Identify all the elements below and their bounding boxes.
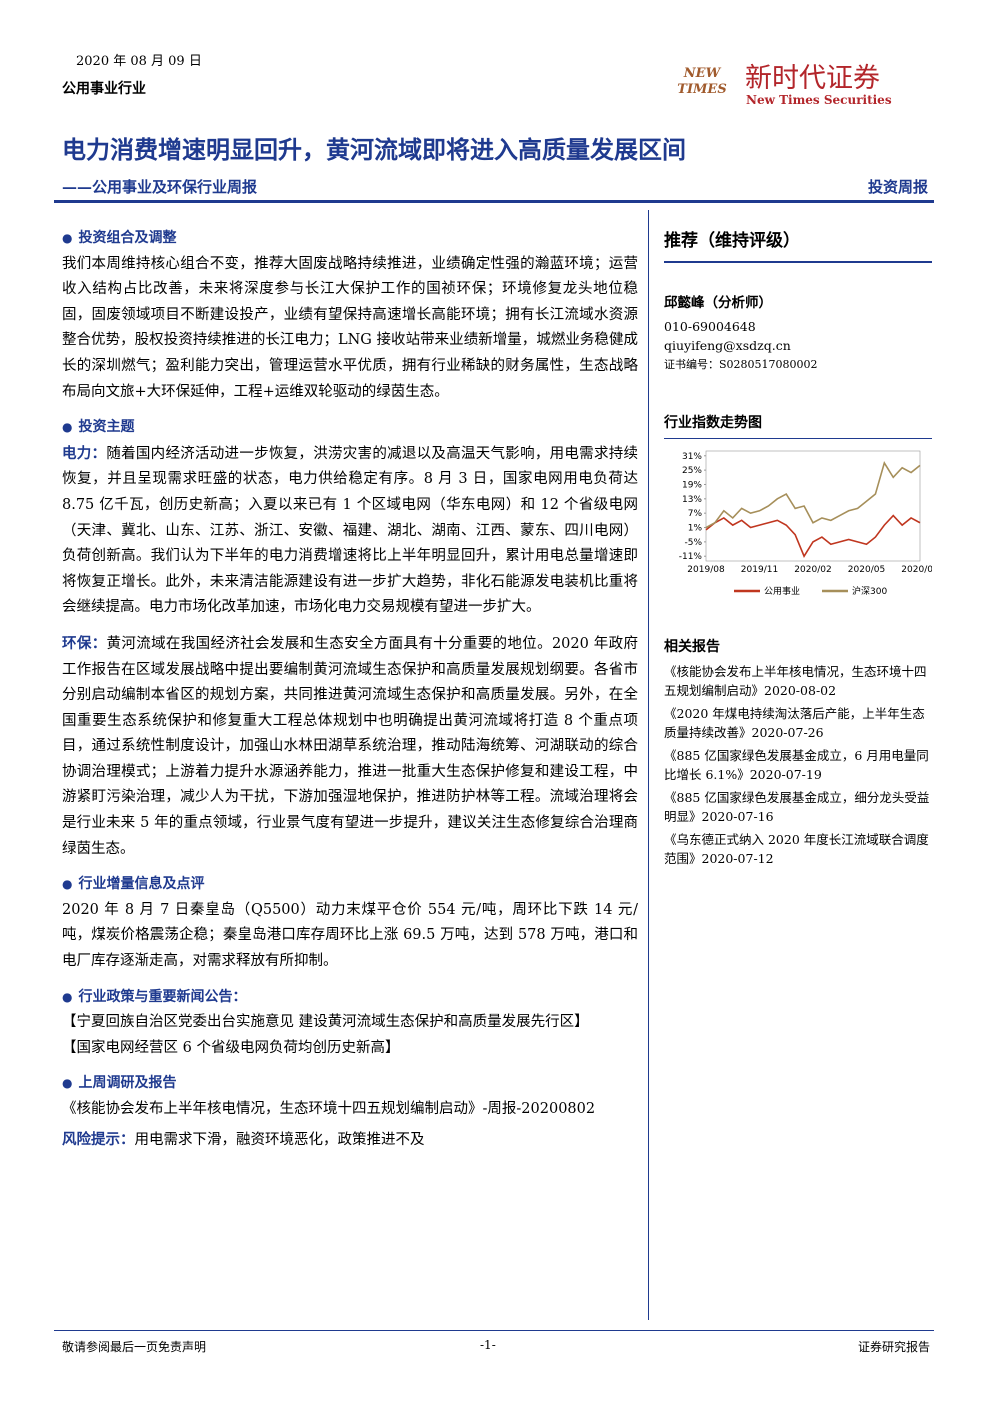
paragraph: 【国家电网经营区 6 个省级电网负荷均创历史新高】	[62, 1036, 638, 1062]
plot-frame	[705, 450, 921, 562]
x-tick-label: 2020/02	[794, 565, 831, 575]
spacer	[62, 862, 638, 872]
paragraph-lead: 电力：	[62, 444, 107, 462]
paragraph: 环保：黄河流域在我国经济社会发展和生态安全方面具有十分重要的地位。2020 年政…	[62, 631, 638, 862]
section-heading: 行业增量信息及点评	[62, 872, 638, 898]
y-tick-label: 25%	[682, 466, 702, 476]
paragraph-text: 《核能协会发布上半年核电情况，生态环境十四五规划编制启动》-周报-2020080…	[62, 1101, 596, 1117]
paragraph: 2020 年 8 月 7 日秦皇岛（Q5500）动力末煤平仓价 554 元/吨，…	[62, 898, 638, 975]
related-heading: 相关报告	[664, 639, 720, 655]
header-rule	[54, 200, 934, 203]
related-list: 《核能协会发布上半年核电情况，生态环境十四五规划编制启动》2020-08-02 《…	[664, 662, 932, 868]
related-item: 《885 亿国家绿色发展基金成立，细分龙头受益明显》2020-07-16	[664, 790, 930, 824]
email: qiuyifeng@xsdzq.cn	[664, 338, 791, 353]
x-tick-label: 2019/08	[687, 565, 725, 575]
paragraph-text: 2020 年 8 月 7 日秦皇岛（Q5500）动力末煤平仓价 554 元/吨，…	[62, 901, 638, 970]
column-rule	[648, 210, 649, 1320]
footer-rule	[54, 1330, 934, 1331]
rating: 推荐（维持评级）	[664, 231, 800, 251]
paragraph-text: 【国家电网经营区 6 个省级电网负荷均创历史新高】	[62, 1039, 400, 1056]
related-item: 《885 亿国家绿色发展基金成立，6 月用电量同比增长 6.1%》2020-07…	[664, 748, 929, 782]
industry: 公用事业行业	[62, 81, 146, 97]
section-heading: 投资组合及调整	[62, 226, 638, 252]
paragraph: 《核能协会发布上半年核电情况，生态环境十四五规划编制启动》-周报-2020080…	[62, 1097, 638, 1123]
spacer	[62, 621, 638, 631]
footer-left: 敬请参阅最后一页免责声明	[62, 1340, 207, 1354]
analyst: 邱懿峰（分析师）	[664, 295, 772, 311]
rating-rule	[664, 261, 932, 263]
footer-right: 证券研究报告	[857, 1340, 930, 1354]
series-line	[705, 514, 921, 558]
risk: 风险提示：用电需求下滑，融资环境恶化，政策推进不及	[62, 1127, 638, 1154]
title: 电力消费增速明显回升，黄河流域即将进入高质量发展区间	[62, 136, 686, 164]
y-tick-label: -11%	[679, 552, 703, 562]
spacer	[62, 1061, 638, 1071]
report-type: 投资周报	[867, 178, 928, 196]
legend-label: 公用事业	[764, 585, 800, 597]
related-item: 《核能协会发布上半年核电情况，生态环境十四五规划编制启动》2020-08-02	[664, 664, 927, 698]
x-tick-label: 2019/11	[741, 565, 778, 575]
logo-en: New Times Securities	[746, 93, 892, 107]
section-heading: 上周调研及报告	[62, 1071, 638, 1097]
y-tick-label: 7%	[688, 509, 703, 519]
paragraph: 电力：随着国内经济活动进一步恢复，洪涝灾害的减退以及高温天气影响，用电需求持续恢…	[62, 441, 638, 621]
y-tick-label: 1%	[688, 524, 703, 534]
x-tick-label: 2020/08	[901, 565, 932, 575]
series-line	[705, 461, 921, 529]
logo-cn: 新时代证券	[745, 63, 880, 94]
chart: -11% -5% 1% 7% 13% 19% 25% 31% 2019/08 2019/11 202…	[679, 450, 939, 597]
related-item: 《2020 年煤电持续淘汰落后产能，上半年生态质量持续改善》2020-07-26	[664, 706, 925, 740]
y-tick-label: 31%	[682, 452, 702, 462]
y-tick-label: -5%	[684, 538, 702, 548]
y-tick-label: 13%	[682, 495, 702, 505]
paragraph: 我们本周维持核心组合不变，推荐大固废战略持续推进，业绩确定性强的瀚蓝环境；运营收…	[62, 252, 638, 406]
related-item: 《乌东德正式纳入 2020 年度长江流域联合调度范围》2020-07-12	[664, 832, 929, 866]
section-heading: 行业政策与重要新闻公告：	[62, 985, 638, 1011]
spacer	[62, 405, 638, 415]
risk-text: 用电需求下滑，融资环境恶化，政策推进不及	[134, 1131, 425, 1148]
paragraph-text: 【宁夏回族自治区党委出台实施意见 建设黄河流域生态保护和高质量发展先行区】	[62, 1014, 589, 1031]
phone: 010-69004648	[664, 319, 756, 334]
section-heading: 投资主题	[62, 415, 638, 441]
legend-label: 沪深300	[852, 585, 887, 597]
x-tick-label: 2020/05	[848, 565, 885, 575]
chart-title: 行业指数走势图	[664, 415, 762, 431]
risk-lead: 风险提示：	[62, 1130, 135, 1148]
date: 2020 年 08 月 09 日	[76, 54, 202, 69]
sidebar: 推荐（维持评级） 邱懿峰（分析师） 010-69004648 qiuyifeng…	[664, 226, 939, 872]
page-number: -1-	[480, 1338, 496, 1352]
paragraph-text: 我们本周维持核心组合不变，推荐大固废战略持续推进，业绩确定性强的瀚蓝环境；运营收…	[62, 255, 638, 400]
paragraph-lead: 环保：	[62, 634, 107, 652]
paragraph-text: 黄河流域在我国经济社会发展和生态安全方面具有十分重要的地位。2020 年政府工作…	[62, 635, 638, 857]
chart-rule	[664, 438, 932, 439]
cert: 证书编号：S0280517080002	[664, 358, 818, 371]
logo-mark: NEW TIMES	[677, 66, 727, 97]
y-tick-label: 19%	[682, 480, 702, 490]
main-column: 投资组合及调整我们本周维持核心组合不变，推荐大固废战略持续推进，业绩确定性强的瀚…	[62, 226, 638, 1153]
paragraph-text: 随着国内经济活动进一步恢复，洪涝灾害的减退以及高温天气影响，用电需求持续恢复，并…	[62, 445, 639, 616]
subtitle: ——公用事业及环保行业周报	[62, 178, 258, 196]
spacer	[62, 975, 638, 985]
paragraph: 【宁夏回族自治区党委出台实施意见 建设黄河流域生态保护和高质量发展先行区】	[62, 1010, 638, 1036]
